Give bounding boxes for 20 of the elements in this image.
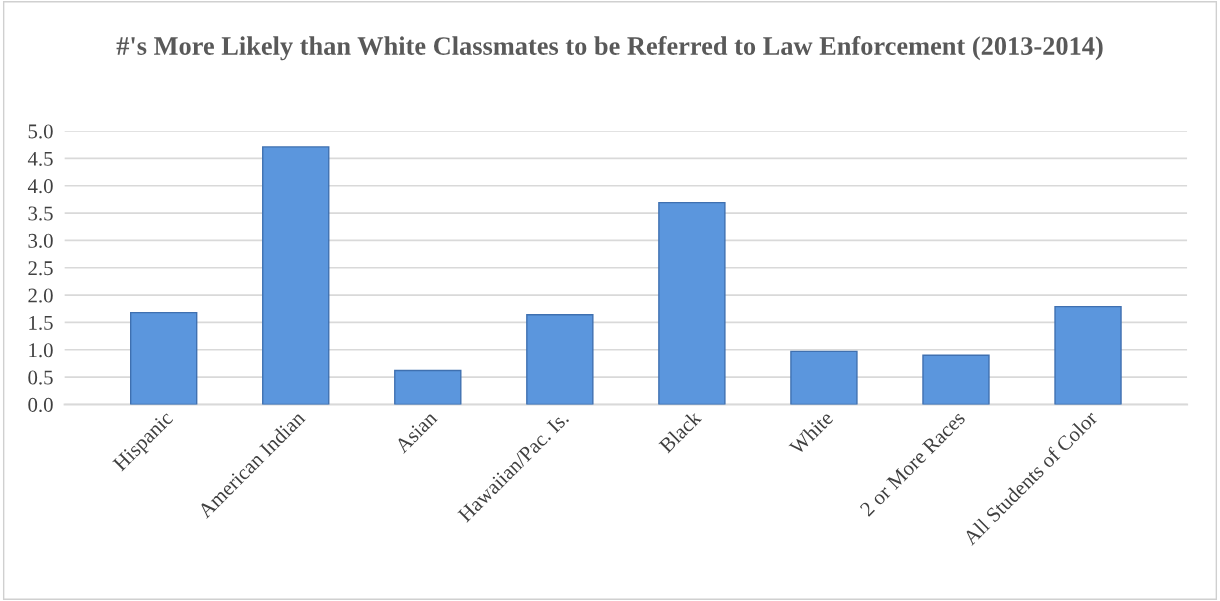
y-tick-label: 4.0: [27, 179, 53, 194]
y-tick-label: 3.5: [28, 206, 53, 221]
y-tick-label: 1.5: [29, 315, 53, 330]
y-tick-label: 2.5: [28, 261, 53, 276]
y-tick-label: 0.5: [28, 370, 53, 385]
bar: [922, 354, 990, 405]
bar: [1054, 305, 1122, 405]
bar: [526, 314, 594, 405]
y-tick-label: 4.5: [27, 151, 53, 166]
bar: [262, 146, 330, 405]
bar: [658, 201, 726, 405]
bar: [129, 311, 198, 405]
chart-title: #'s More Likely than White Classmates to be Referred to Law Enforcement (2013-2014): [116, 36, 1103, 61]
bar: [790, 350, 858, 405]
y-tick-label: 3.0: [28, 233, 53, 248]
y-tick-label: 2.0: [28, 288, 53, 303]
bar: [394, 369, 462, 405]
y-tick-label: 1.0: [29, 343, 53, 358]
y-tick-label: 5.0: [28, 124, 53, 139]
y-tick-label: 0.0: [28, 397, 53, 412]
